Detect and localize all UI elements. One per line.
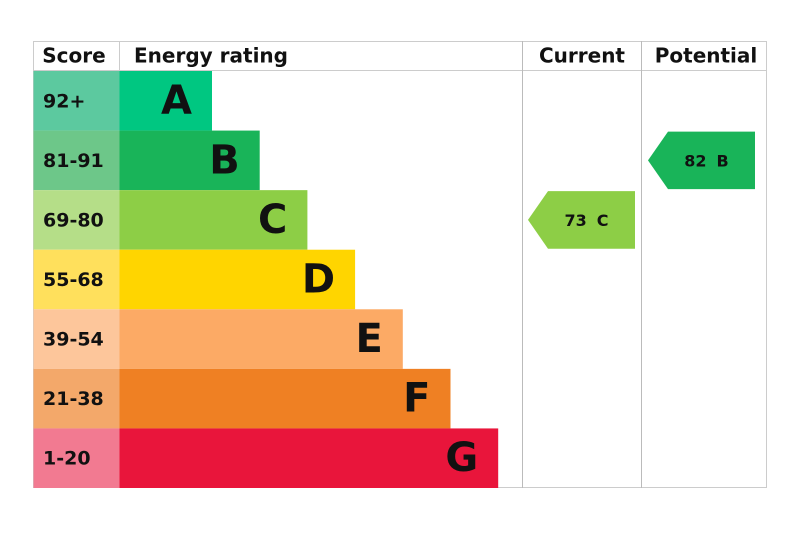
potential-label: 82 B bbox=[684, 151, 728, 170]
header-potential: Potential bbox=[655, 44, 758, 68]
rating-letter: E bbox=[355, 316, 382, 362]
header-current: Current bbox=[539, 44, 625, 68]
current-label: 73 C bbox=[564, 210, 608, 229]
rating-letter: F bbox=[403, 376, 430, 422]
rating-bar bbox=[119, 368, 451, 429]
rating-bar bbox=[119, 428, 499, 488]
current-band: C bbox=[597, 210, 609, 229]
score-cell bbox=[33, 309, 120, 369]
potential-band: B bbox=[717, 151, 729, 170]
score-range: 21-38 bbox=[43, 388, 104, 410]
rating-bar bbox=[119, 309, 403, 369]
header-score: Score bbox=[42, 44, 105, 68]
score-range: 81-91 bbox=[43, 150, 104, 172]
current-arrow bbox=[528, 191, 635, 249]
score-range: 55-68 bbox=[43, 269, 104, 291]
score-cell bbox=[33, 190, 120, 250]
rating-letter: B bbox=[209, 137, 240, 183]
rating-letter: C bbox=[258, 197, 287, 243]
rating-bar bbox=[119, 190, 308, 250]
header-rating: Energy rating bbox=[134, 44, 288, 68]
current-score: 73 bbox=[564, 210, 586, 229]
score-range: 69-80 bbox=[43, 209, 104, 231]
rating-bar bbox=[119, 130, 260, 191]
score-range: 39-54 bbox=[43, 329, 104, 351]
rating-bar bbox=[119, 71, 212, 131]
score-range: 92+ bbox=[43, 90, 85, 112]
score-range: 1-20 bbox=[43, 448, 91, 470]
rating-letter: A bbox=[161, 78, 192, 124]
rating-bar bbox=[119, 249, 356, 310]
score-cell bbox=[33, 249, 120, 310]
potential-arrow bbox=[648, 131, 755, 190]
score-cell bbox=[33, 368, 120, 429]
score-cell bbox=[33, 130, 120, 191]
potential-score: 82 bbox=[684, 151, 706, 170]
score-cell bbox=[33, 71, 120, 131]
rating-letter: D bbox=[302, 257, 335, 303]
score-cell bbox=[33, 428, 120, 488]
rating-letter: G bbox=[445, 435, 478, 481]
